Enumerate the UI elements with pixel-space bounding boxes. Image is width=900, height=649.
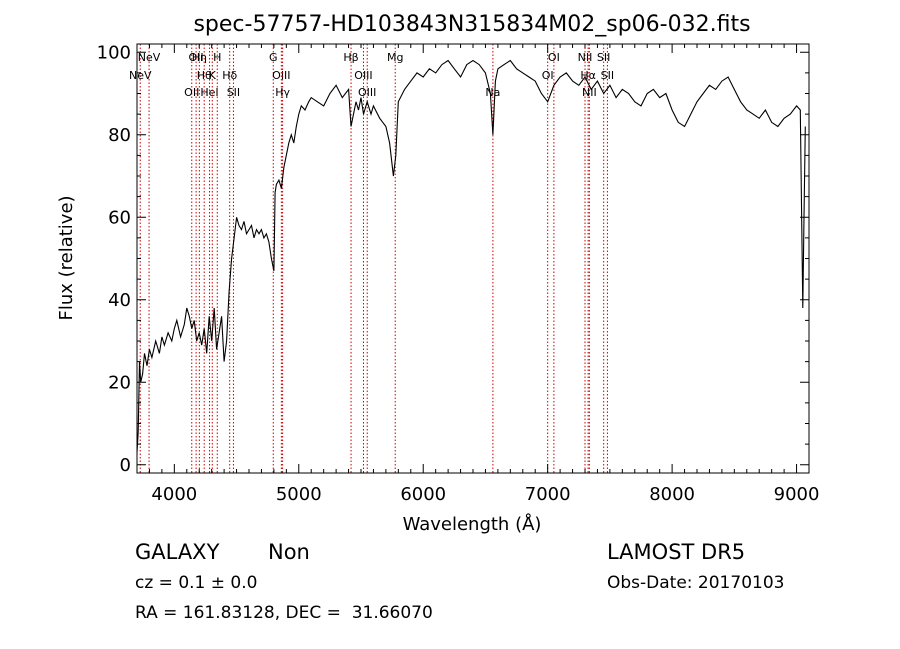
- line-label-23: NII: [582, 86, 597, 99]
- line-label-19: OI: [548, 51, 560, 64]
- line-label-1: NeV: [138, 51, 161, 64]
- line-label-6: HeI: [200, 86, 218, 99]
- y-tick-label: 100: [97, 42, 131, 63]
- line-label-21: NII: [578, 51, 593, 64]
- spectrum-chart: spec-57757-HD103843N315834M02_sp06-032.f…: [56, 12, 820, 535]
- x-tick-label: 6000: [400, 484, 446, 505]
- y-tick-label: 20: [108, 372, 131, 393]
- line-label-18: Na: [485, 86, 500, 99]
- x-tick-label: 4000: [151, 484, 197, 505]
- x-axis-label: Wavelength (Å): [403, 513, 542, 535]
- line-label-2: OII: [184, 86, 199, 99]
- chart-title: spec-57757-HD103843N315834M02_sp06-032.f…: [193, 12, 750, 37]
- spectrum-line: [136, 59, 806, 453]
- object-class: GALAXY: [135, 540, 220, 564]
- plot-frame: [136, 43, 810, 474]
- object-subclass: Non: [268, 540, 310, 564]
- line-label-17: Mg: [387, 51, 403, 64]
- y-axis: 0 20 40 60 80 100: [97, 42, 809, 476]
- emission-line-markers: NeVNeVOIIOIIHηHθHeIKHHδSIIGOIIIHγHβOIIIO…: [129, 44, 614, 473]
- line-label-8: H: [213, 51, 221, 64]
- y-tick-label: 60: [108, 207, 131, 228]
- x-axis: 4000 5000 6000 7000 8000 9000: [148, 44, 820, 505]
- x-tick-label: 8000: [649, 484, 695, 505]
- x-tick-label: 7000: [525, 484, 571, 505]
- line-label-10: SII: [227, 86, 240, 99]
- line-label-11: G: [269, 51, 278, 64]
- ra-dec: RA = 161.83128, DEC = 31.66070: [135, 603, 433, 623]
- line-label-4: Hη: [192, 51, 207, 64]
- line-label-0: NeV: [129, 69, 152, 82]
- observation-date: Obs-Date: 20170103: [607, 573, 785, 593]
- line-label-25: SII: [601, 69, 614, 82]
- line-label-14: Hβ: [343, 51, 358, 64]
- line-label-24: SII: [597, 51, 610, 64]
- line-label-7: K: [209, 69, 217, 82]
- y-tick-label: 0: [120, 455, 131, 476]
- line-label-13: Hγ: [275, 86, 290, 99]
- line-label-16: OIII: [358, 86, 376, 99]
- line-label-15: OIII: [354, 69, 372, 82]
- survey-name: LAMOST DR5: [607, 540, 746, 564]
- line-label-3: OII: [189, 51, 204, 64]
- line-label-9: Hδ: [222, 69, 237, 82]
- y-tick-label: 40: [108, 290, 131, 311]
- line-label-20: OI: [542, 69, 554, 82]
- line-label-12: OIII: [272, 69, 290, 82]
- redshift-cz: cz = 0.1 ± 0.0: [135, 573, 258, 593]
- line-label-5: Hθ: [197, 69, 212, 82]
- x-tick-label: 5000: [276, 484, 322, 505]
- x-tick-label: 9000: [774, 484, 820, 505]
- y-axis-label: Flux (relative): [56, 195, 77, 320]
- y-tick-label: 80: [108, 125, 131, 146]
